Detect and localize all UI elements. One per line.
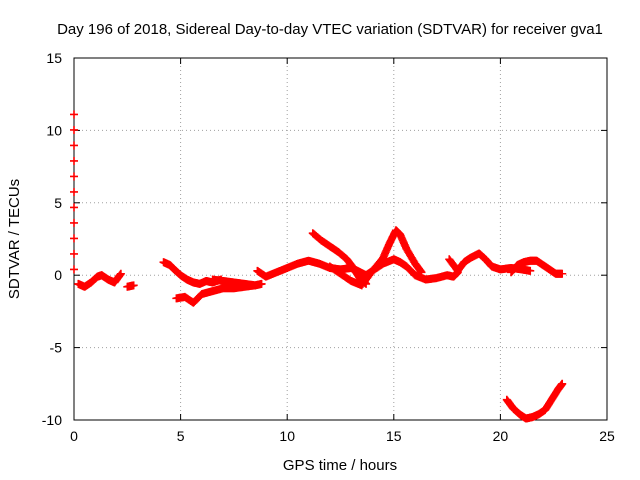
data-points [70,110,567,423]
data-point [129,281,138,290]
data-point [70,265,78,274]
data-point [558,269,567,278]
data-point [70,187,78,196]
x-axis-ticks: 0 5 10 15 20 25 [70,58,615,444]
plot-frame [73,57,608,421]
data-point [70,172,78,181]
data-point [417,268,426,277]
series-seg2 [97,269,125,287]
series-seg11 [507,256,567,278]
y-tick-label: -5 [50,340,63,356]
series-seg7 [253,255,462,284]
data-point [526,266,535,275]
x-tick-label: 20 [493,428,509,444]
data-point [70,249,78,258]
data-point [70,203,78,212]
series-stray [70,110,78,274]
data-point [70,110,78,119]
y-tick-label: 10 [46,122,62,138]
data-point [70,234,78,243]
data-point [70,141,78,150]
data-point [116,269,125,278]
y-axis-label: SDTVAR / TECUs [6,179,23,299]
y-tick-label: 5 [54,195,62,211]
y-tick-label: -10 [42,412,62,428]
data-point [558,379,567,388]
series-seg6 [208,275,266,290]
data-point [257,279,266,288]
x-tick-label: 10 [279,428,295,444]
y-tick-label: 15 [46,50,62,66]
data-point [70,218,78,227]
data-point [70,156,78,165]
data-point [70,125,78,134]
series-seg12 [502,379,567,423]
x-tick-label: 5 [177,428,185,444]
y-tick-label: 0 [54,267,62,283]
series-seg10 [445,249,535,275]
x-tick-label: 0 [70,428,78,444]
series-seg9 [325,226,426,290]
series-seg3 [123,281,138,291]
chart-title: Day 196 of 2018, Sidereal Day-to-day VTE… [57,21,603,38]
x-tick-label: 15 [386,428,402,444]
grid-lines [74,58,607,420]
x-tick-label: 25 [599,428,615,444]
x-axis-label: GPS time / hours [283,457,397,474]
y-axis-ticks: -10 -5 0 5 10 15 [42,50,607,428]
series-seg8 [308,229,371,288]
